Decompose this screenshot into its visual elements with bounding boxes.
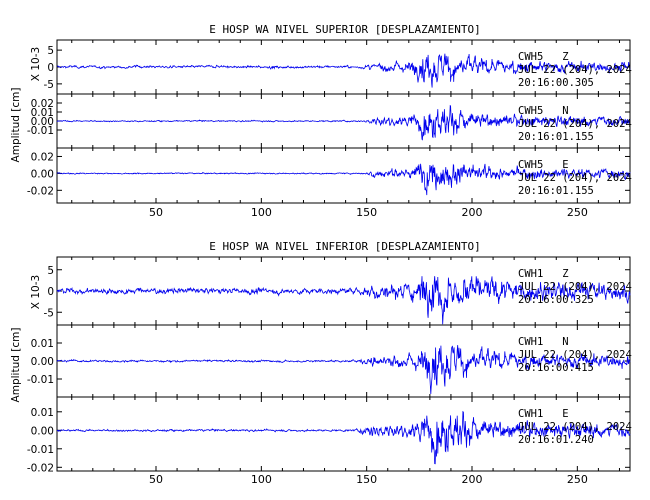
bottom-ylabel: Amplitud [cm] xyxy=(10,328,22,403)
y-tick-label: -0.02 xyxy=(27,185,54,197)
y-tick-label: 0.02 xyxy=(31,98,54,110)
time-label: 20:16:00.305 xyxy=(518,77,594,89)
date-label: JUL 22 (204), 2024 xyxy=(518,172,632,184)
channel-label: CWH5 N xyxy=(518,105,569,117)
y-tick-label: -0.02 xyxy=(27,462,54,474)
x-tick-label: 100 xyxy=(251,206,272,219)
bottom-figure-title: E HOSP WA NIVEL INFERIOR [DESPLAZAMIENTO… xyxy=(209,240,481,253)
date-label: JUL 22 (204), 2024 xyxy=(518,281,632,293)
time-label: 20:16:00.415 xyxy=(518,362,594,374)
x-tick-label: 250 xyxy=(567,473,588,486)
date-label: JUL 22 (204), 2024 xyxy=(518,421,632,433)
panel-frame xyxy=(56,396,631,472)
time-label: 20:16:01.155 xyxy=(518,131,594,143)
y-tick-label: 0 xyxy=(47,62,54,74)
channel-label: CWH1 N xyxy=(518,336,569,348)
x-tick-label: 200 xyxy=(462,206,483,219)
y-tick-label: 0.00 xyxy=(31,425,54,437)
waveform-trace xyxy=(56,53,631,88)
waveform-trace xyxy=(56,163,631,196)
x-tick-label: 150 xyxy=(356,473,377,486)
x-tick-label: 250 xyxy=(567,206,588,219)
waveform-trace xyxy=(56,104,631,141)
channel-label: CWH5 E xyxy=(518,159,569,171)
y-tick-label: -5 xyxy=(44,307,54,319)
time-label: 20:16:01.240 xyxy=(518,434,594,446)
y-tick-label: 0 xyxy=(47,286,54,298)
waveform-trace xyxy=(56,410,631,465)
waveform-trace xyxy=(56,345,631,395)
waveform-trace xyxy=(56,276,631,325)
date-label: JUL 22 (204), 2024 xyxy=(518,64,632,76)
x-tick-label: 50 xyxy=(149,206,163,219)
y-tick-label: 5 xyxy=(47,45,54,57)
y-tick-label: 0.00 xyxy=(31,116,54,128)
bottom-scale-label: X 10-3 xyxy=(30,275,42,309)
x-tick-label: 150 xyxy=(356,206,377,219)
date-label: JUL 22 (204), 2024 xyxy=(518,118,632,130)
top-ylabel: Amplitud [cm] xyxy=(10,88,22,163)
top-figure-title: E HOSP WA NIVEL SUPERIOR [DESPLAZAMIENTO… xyxy=(209,23,481,36)
date-label: JUL 22 (204), 2024 xyxy=(518,349,632,361)
x-tick-label: 50 xyxy=(149,473,163,486)
y-tick-label: 0.01 xyxy=(31,407,54,419)
time-label: 20:16:01.155 xyxy=(518,185,594,197)
x-tick-label: 100 xyxy=(251,473,272,486)
y-tick-label: 5 xyxy=(47,265,54,277)
y-tick-label: -0.01 xyxy=(27,374,54,386)
y-tick-label: -5 xyxy=(44,79,54,91)
x-tick-label: 200 xyxy=(462,473,483,486)
top-scale-label: X 10-3 xyxy=(30,47,42,81)
y-tick-label: 0.00 xyxy=(31,168,54,180)
y-tick-label: 0.01 xyxy=(31,338,54,350)
channel-label: CWH1 Z xyxy=(518,268,569,280)
y-tick-label: -0.01 xyxy=(27,444,54,456)
channel-label: CWH1 E xyxy=(518,408,569,420)
channel-label: CWH5 Z xyxy=(518,51,569,63)
y-tick-label: 0.01 xyxy=(31,107,54,119)
y-tick-label: 0.02 xyxy=(31,151,54,163)
time-label: 20:16:00.325 xyxy=(518,294,594,306)
y-tick-label: 0.00 xyxy=(31,356,54,368)
y-tick-label: -0.01 xyxy=(27,125,54,137)
